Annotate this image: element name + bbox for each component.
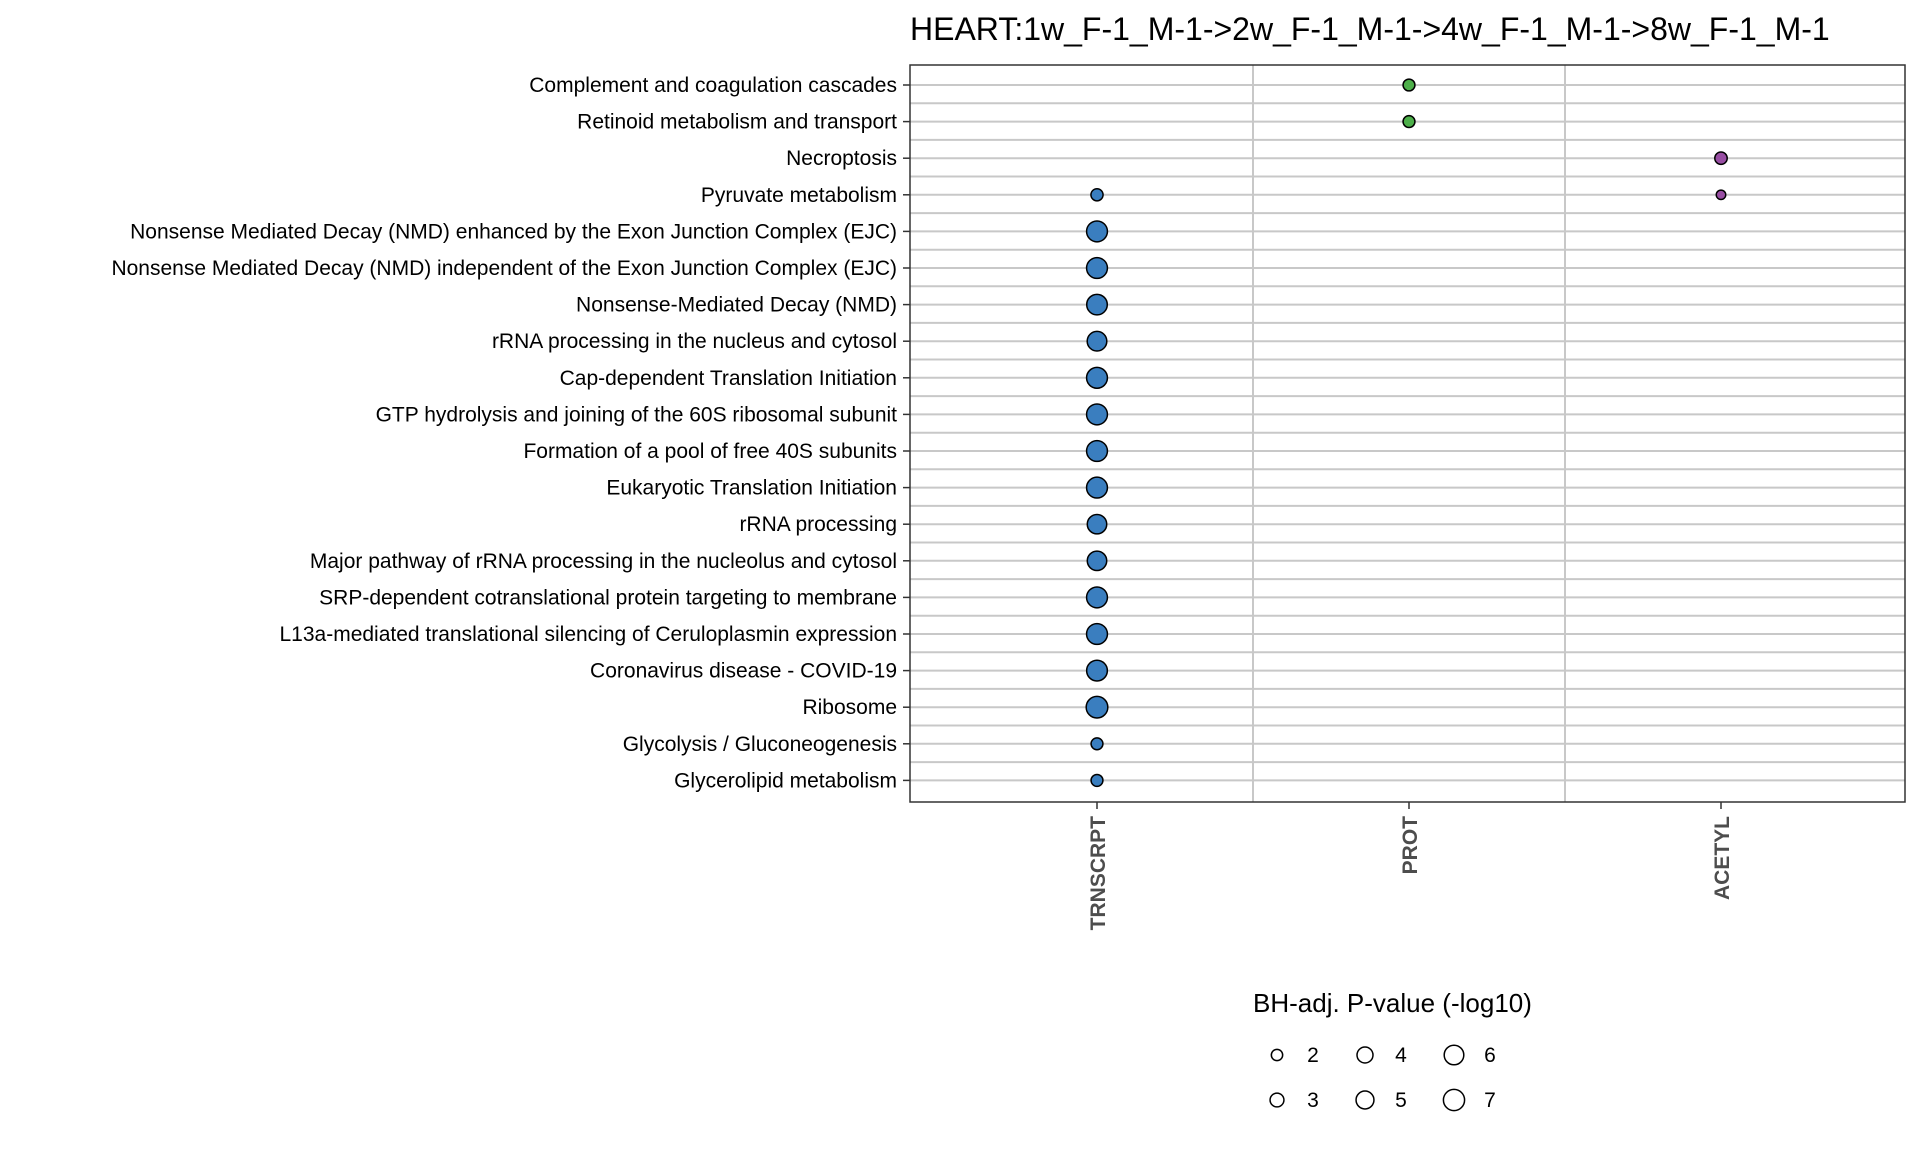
data-point [1086,330,1108,352]
data-point [1085,695,1109,719]
y-tick-label: rRNA processing [739,513,897,536]
x-tick-label: PROT [1399,816,1422,875]
data-point [1402,114,1416,129]
legend-title: BH-adj. P-value (-log10) [1253,988,1532,1018]
y-tick-label: Nonsense-Mediated Decay (NMD) [576,294,897,317]
data-point [1090,187,1104,202]
chart-title: HEART:1w_F-1_M-1->2w_F-1_M-1->4w_F-1_M-1… [910,11,1830,47]
data-point [1085,659,1109,682]
y-tick-label: GTP hydrolysis and joining of the 60S ri… [376,403,898,426]
data-point [1085,586,1109,609]
y-tick-label: Nonsense Mediated Decay (NMD) enhanced b… [130,220,897,243]
y-tick-label: Complement and coagulation cascades [529,74,897,97]
data-point [1085,220,1109,243]
y-tick-label: Retinoid metabolism and transport [577,111,897,134]
data-point [1085,403,1109,426]
plot-border [909,64,1906,803]
legend-key-label: 6 [1484,1044,1496,1067]
y-tick-label: Coronavirus disease - COVID-19 [590,660,897,683]
y-tick-label: SRP-dependent cotranslational protein ta… [319,586,897,609]
legend-key-label: 3 [1307,1089,1319,1112]
data-point [1085,366,1109,389]
legend-key-circle [1443,1044,1465,1066]
y-tick-label: rRNA processing in the nucleus and cytos… [492,330,897,353]
y-tick-label: Ribosome [802,696,897,719]
data-point [1086,513,1108,535]
data-point [1085,256,1109,280]
y-tick-label: L13a-mediated translational silencing of… [279,623,897,646]
data-point [1090,773,1104,788]
x-tick-label: TRNSCRPT [1087,816,1110,931]
data-point [1085,293,1109,316]
y-tick-label: Glycerolipid metabolism [674,769,897,792]
legend-key-circle [1269,1092,1285,1108]
legend-key-circle [1356,1046,1374,1064]
legend-key-label: 5 [1395,1089,1407,1112]
legend-key-circle [1270,1048,1284,1062]
y-tick-label: Major pathway of rRNA processing in the … [310,550,897,573]
y-tick-label: Formation of a pool of free 40S subunits [523,440,897,463]
data-point [1714,151,1728,166]
data-point [1085,622,1109,646]
legend-key-circle [1355,1090,1375,1110]
y-tick-label: Cap-dependent Translation Initiation [560,367,897,390]
y-tick-label: Glycolysis / Gluconeogenesis [623,733,897,756]
legend-key-circle [1442,1088,1466,1112]
x-tick-label: ACETYL [1711,816,1734,900]
data-point [1086,550,1108,572]
data-point [1402,78,1416,92]
data-point [1090,737,1104,751]
y-tick-label: Nonsense Mediated Decay (NMD) independen… [111,257,897,280]
data-point [1085,439,1109,463]
legend-key-label: 2 [1307,1044,1319,1067]
y-tick-label: Eukaryotic Translation Initiation [606,477,897,500]
data-point [1715,189,1727,201]
legend-key-label: 4 [1395,1044,1407,1067]
data-point [1085,476,1109,499]
legend-key-label: 7 [1484,1089,1496,1112]
y-tick-label: Pyruvate metabolism [701,184,897,207]
y-tick-label: Necroptosis [786,147,897,170]
